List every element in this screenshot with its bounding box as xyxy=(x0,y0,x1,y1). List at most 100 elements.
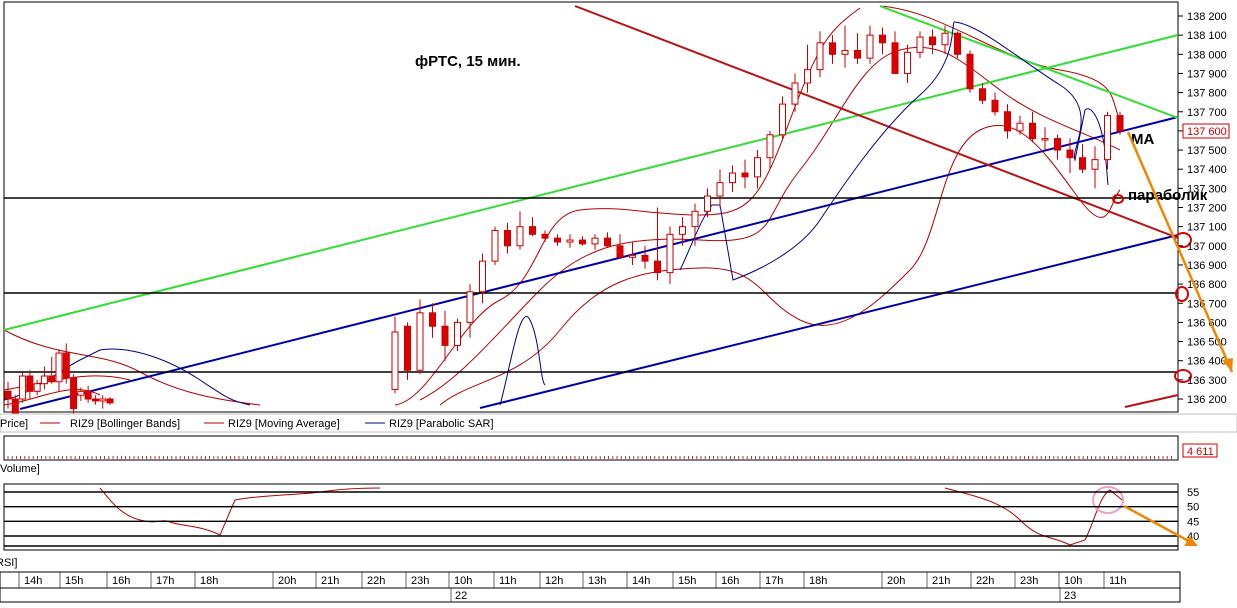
candle-body xyxy=(1079,157,1086,170)
candle-body xyxy=(616,245,624,258)
candle-body xyxy=(1054,138,1061,151)
time-tick-label: 16h xyxy=(721,575,739,587)
legend-price: Price] xyxy=(0,418,28,430)
candle-body xyxy=(804,69,811,84)
price-tick-label: 136 200 xyxy=(1187,394,1227,406)
legend-ma: RIZ9 [Moving Average] xyxy=(228,418,340,430)
candle-body xyxy=(441,325,449,346)
time-tick-label: 13h xyxy=(588,575,606,587)
time-tick-label: 10h xyxy=(1064,575,1082,587)
legend-sar: RIZ9 [Parabolic SAR] xyxy=(389,418,494,430)
price-tick-label: 136 600 xyxy=(1187,317,1227,329)
candle-body xyxy=(1041,138,1049,141)
candle-body xyxy=(19,375,27,400)
candle-body xyxy=(654,260,661,274)
candle-body xyxy=(929,36,936,46)
candle-body xyxy=(4,390,12,400)
candle-body xyxy=(99,398,107,402)
time-tick-label: 18h xyxy=(200,575,218,587)
time-tick-label: 12h xyxy=(545,575,563,587)
candle-body xyxy=(504,229,511,247)
candle-body xyxy=(33,383,41,392)
candle-body xyxy=(541,233,549,239)
candle-body xyxy=(40,375,48,385)
price-tick-label: 137 100 xyxy=(1187,222,1227,234)
candle-body xyxy=(70,377,78,410)
time-tick-label: 23h xyxy=(411,575,429,587)
candle-body xyxy=(641,254,649,262)
candle-body xyxy=(854,49,861,59)
candle-body xyxy=(604,237,611,247)
rsi-panel-frame xyxy=(3,483,1179,551)
time-tick-label: 20h xyxy=(887,575,905,587)
time-tick-label: 22h xyxy=(976,575,994,587)
candle-body xyxy=(106,398,114,404)
time-tick-label: 17h xyxy=(156,575,174,587)
projection-arrow xyxy=(1126,131,1234,373)
candle-body xyxy=(691,210,699,228)
candle-body xyxy=(891,42,899,74)
price-tick-label: 137 200 xyxy=(1187,203,1227,215)
ma-annotation: МА xyxy=(1131,131,1154,148)
time-tick-label: 17h xyxy=(765,575,783,587)
price-tick-label: 137 400 xyxy=(1187,164,1227,176)
candle-body xyxy=(741,172,749,178)
candle-body xyxy=(62,352,70,379)
volume-value: 4 611 xyxy=(1187,446,1214,458)
time-tick-label: 11h xyxy=(499,575,517,587)
price-tick-label: 136 700 xyxy=(1187,298,1227,310)
candle-body xyxy=(26,375,34,392)
candle-body xyxy=(554,237,561,243)
time-tick-label: 14h xyxy=(632,575,650,587)
candle-body xyxy=(1116,115,1124,132)
rsi-tick-label: 45 xyxy=(1187,516,1199,528)
time-axis: 14h 15h 16h 17h 18h 20h 21h 22h 23h 10h 11h 12h 13h 1… xyxy=(18,572,1127,602)
date-tick-label: 22 xyxy=(455,590,467,602)
candle-body xyxy=(429,312,436,327)
candle-body xyxy=(391,331,399,390)
current-price-label: 137 600 xyxy=(1187,126,1227,138)
price-tick-label: 137 700 xyxy=(1187,107,1227,119)
channel-green-upper xyxy=(879,5,1179,119)
time-tick-label: 10h xyxy=(454,575,472,587)
candle-body xyxy=(48,375,56,383)
legend-frame xyxy=(0,413,1237,433)
candle-body xyxy=(991,99,999,113)
price-tick-label: 136 400 xyxy=(1187,356,1227,368)
circle-mark xyxy=(1112,194,1124,204)
candle-body xyxy=(91,398,99,402)
volume-label: Volume] xyxy=(0,463,40,475)
price-tick-label: 138 200 xyxy=(1187,11,1227,23)
price-tick-label: 137 800 xyxy=(1187,88,1227,100)
candle-body xyxy=(566,239,574,243)
rsi-tick-label: 50 xyxy=(1187,502,1199,514)
price-tick-label: 137 300 xyxy=(1187,183,1227,195)
candle-body xyxy=(529,226,536,235)
candle-body xyxy=(866,34,874,59)
candle-body xyxy=(591,237,599,245)
time-tick-label: 21h xyxy=(321,575,339,587)
chart-title: фРТС, 15 мин. xyxy=(415,53,521,70)
channel-lower-blue xyxy=(479,234,1179,409)
candle-body xyxy=(966,53,974,90)
time-tick-label: 15h xyxy=(678,575,696,587)
price-tick-label: 136 300 xyxy=(1187,375,1227,387)
price-tick-label: 137 900 xyxy=(1187,68,1227,80)
candle-body xyxy=(779,103,786,136)
candle-body xyxy=(491,229,499,262)
time-tick-label: 23h xyxy=(1020,575,1038,587)
candle-body xyxy=(904,51,911,74)
candle-body xyxy=(704,195,711,212)
candle-body xyxy=(666,233,674,274)
candle-body xyxy=(916,36,924,53)
date-axis-frame xyxy=(0,587,1181,603)
candle-body xyxy=(754,157,761,178)
parabolic-annotation: параболик xyxy=(1128,187,1208,204)
time-tick-label: 21h xyxy=(932,575,950,587)
candle-body xyxy=(816,42,824,71)
candle-body xyxy=(84,390,92,400)
candle-body xyxy=(766,134,774,159)
